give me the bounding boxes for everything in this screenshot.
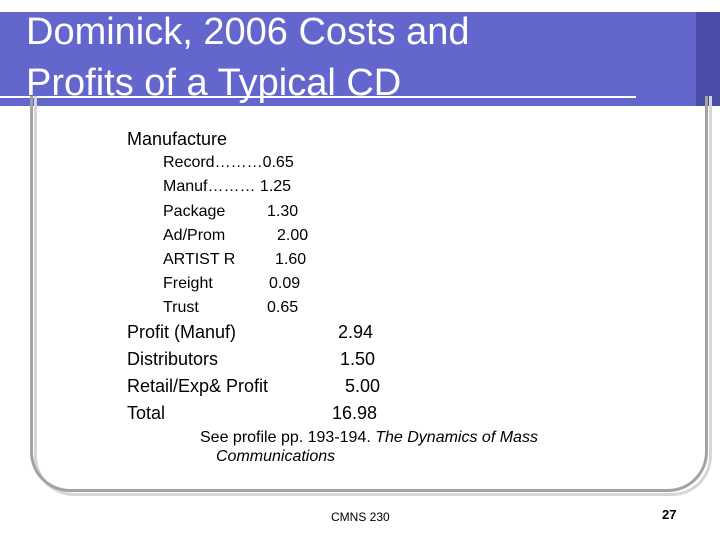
- content-frame: [30, 96, 708, 492]
- title-underline: [0, 96, 636, 98]
- item-value: 1.30: [267, 203, 299, 220]
- summary-item: Total 16.98: [127, 403, 377, 424]
- title-bar: [0, 12, 718, 106]
- note-book-title: The Dynamics of Mass: [375, 429, 538, 446]
- manufacture-item: Trust 0.65: [163, 299, 298, 317]
- item-value: 1.25: [259, 178, 292, 195]
- item-label: Package: [163, 203, 226, 220]
- item-value: 1.50: [340, 349, 376, 369]
- slide-title: Dominick, 2006 Costs and Profits of a Ty…: [26, 7, 470, 109]
- item-value: 2.94: [338, 322, 374, 342]
- manufacture-item: Manuf……… 1.25: [163, 178, 291, 196]
- item-value: 1.60: [275, 251, 307, 268]
- manufacture-item: Package 1.30: [163, 203, 298, 221]
- manufacture-item: ARTIST R 1.60: [163, 251, 306, 269]
- title-line-1: Dominick, 2006 Costs and: [26, 11, 470, 53]
- item-value: 2.00: [277, 227, 309, 244]
- item-label: Trust: [163, 299, 199, 316]
- item-label: Profit (Manuf): [127, 322, 237, 342]
- item-label: ARTIST R: [163, 251, 236, 268]
- item-value: 0.65: [262, 154, 294, 171]
- item-value: 0.09: [269, 275, 301, 292]
- item-label: Ad/Prom: [163, 227, 226, 244]
- item-label: Record………: [163, 154, 263, 171]
- item-label: Manuf………: [163, 178, 260, 195]
- note-prefix: See profile pp. 193-194.: [200, 429, 376, 446]
- manufacture-item: Freight 0.09: [163, 275, 300, 293]
- summary-item: Profit (Manuf) 2.94: [127, 322, 373, 343]
- footer-course: CMNS 230: [331, 510, 390, 524]
- manufacture-item: Ad/Prom 2.00: [163, 227, 308, 245]
- summary-item: Retail/Exp& Profit 5.00: [127, 376, 380, 397]
- item-label: Retail/Exp& Profit: [127, 376, 269, 396]
- page-number: 27: [662, 507, 677, 522]
- manufacture-item: Record………0.65: [163, 154, 294, 172]
- note-book-title-cont: Communications: [216, 448, 336, 465]
- item-value: 5.00: [345, 376, 381, 396]
- content-frame-shadow: [34, 96, 712, 496]
- item-label: Distributors: [127, 349, 219, 369]
- title-bar-shadow: [696, 12, 720, 106]
- item-value: 16.98: [332, 403, 378, 423]
- item-label: Total: [127, 403, 166, 423]
- item-value: 0.65: [267, 299, 299, 316]
- summary-item: Distributors 1.50: [127, 349, 375, 370]
- source-note: See profile pp. 193-194. The Dynamics of…: [200, 428, 538, 448]
- manufacture-heading: Manufacture: [127, 129, 228, 149]
- item-label: Freight: [163, 275, 213, 292]
